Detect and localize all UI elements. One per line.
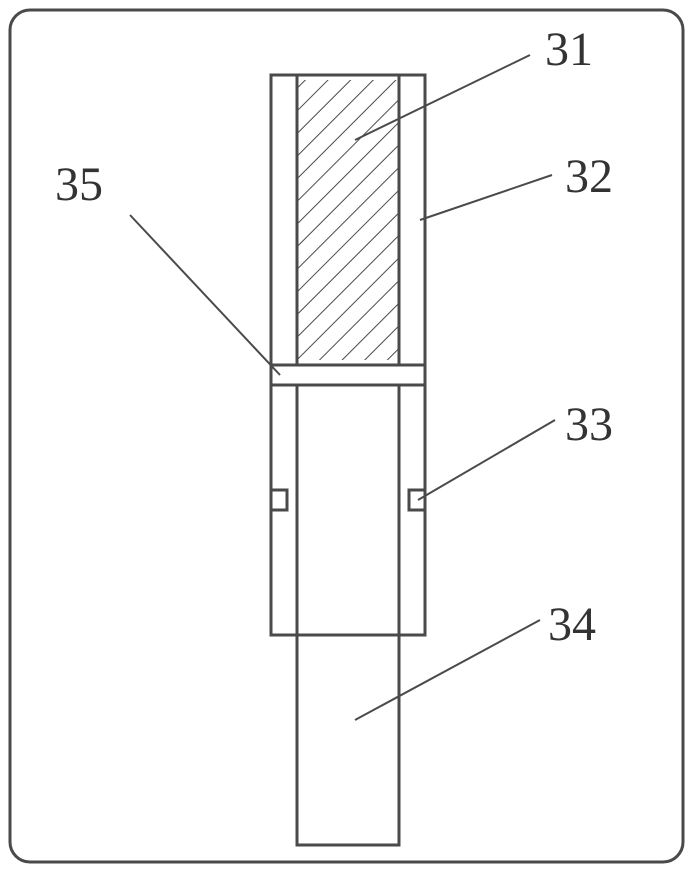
- part-pin-left: [271, 490, 287, 510]
- part-collar: [271, 365, 425, 385]
- part-hatched-core-fill: [297, 80, 399, 360]
- part-inner-rod-outline: [297, 385, 399, 845]
- part-inner-rod: [297, 385, 399, 845]
- part-pin-right: [409, 490, 425, 510]
- diagram-canvas: 31 32 33 34 35: [0, 0, 693, 876]
- label-34: 34: [548, 598, 596, 651]
- label-32: 32: [565, 150, 613, 203]
- leader-32: [420, 175, 552, 220]
- leader-35: [130, 215, 280, 375]
- leader-33: [418, 420, 555, 500]
- label-35: 35: [55, 158, 103, 211]
- label-33: 33: [565, 398, 613, 451]
- label-31: 31: [545, 23, 593, 76]
